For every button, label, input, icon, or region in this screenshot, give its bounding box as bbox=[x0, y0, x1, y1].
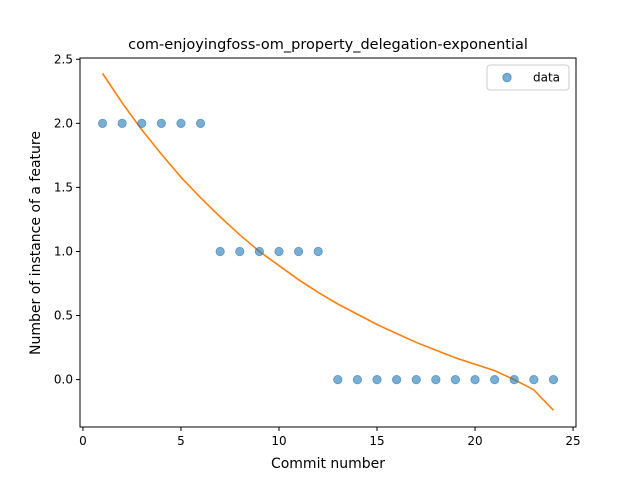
x-axis: 0 5 10 15 20 25 bbox=[79, 427, 581, 448]
x-axis-label: Commit number bbox=[271, 456, 385, 472]
data-point bbox=[509, 374, 519, 385]
y-tick-label: 0.0 bbox=[54, 373, 73, 387]
data-point bbox=[333, 374, 343, 385]
legend-marker bbox=[502, 72, 512, 83]
data-point bbox=[313, 246, 323, 257]
data-point bbox=[548, 374, 559, 385]
data-point bbox=[97, 118, 108, 128]
data-point bbox=[431, 374, 441, 385]
y-axis-label: Number of instance of a feature bbox=[28, 131, 44, 355]
data-point bbox=[176, 118, 186, 128]
data-point bbox=[490, 374, 500, 385]
plot-frame bbox=[79, 57, 577, 428]
data-point bbox=[274, 246, 284, 257]
data-point bbox=[450, 374, 461, 385]
data-point bbox=[254, 246, 264, 257]
data-point bbox=[293, 246, 304, 257]
y-tick-label: 2.0 bbox=[54, 116, 73, 130]
data-point bbox=[529, 374, 539, 385]
y-tick-label: 2.5 bbox=[54, 52, 73, 66]
data-point bbox=[215, 246, 225, 257]
x-tick-label: 5 bbox=[177, 434, 185, 448]
y-axis: 0.0 0.5 1.0 1.5 2.0 2.5 bbox=[54, 52, 80, 387]
y-tick-label: 0.5 bbox=[54, 309, 73, 323]
plot-area bbox=[97, 72, 559, 411]
x-tick-label: 0 bbox=[79, 434, 87, 448]
legend: data bbox=[486, 64, 570, 91]
y-tick-label: 1.5 bbox=[54, 180, 73, 194]
x-tick-label: 10 bbox=[271, 434, 286, 448]
data-point bbox=[372, 374, 382, 385]
chart-title: com-enjoyingfoss-om_property_delegation-… bbox=[128, 37, 528, 53]
data-point bbox=[137, 118, 147, 128]
data-point bbox=[411, 374, 421, 385]
data-point bbox=[392, 374, 402, 385]
legend-label: data bbox=[533, 71, 560, 85]
data-point bbox=[352, 374, 363, 385]
x-tick-label: 20 bbox=[467, 434, 482, 448]
y-tick-label: 1.0 bbox=[54, 244, 73, 258]
legend-box bbox=[486, 64, 570, 91]
data-point bbox=[156, 118, 166, 128]
data-point bbox=[470, 374, 480, 385]
fit-line bbox=[101, 72, 555, 411]
x-tick-label: 15 bbox=[369, 434, 384, 448]
x-tick-label: 25 bbox=[565, 434, 580, 448]
data-point bbox=[195, 118, 206, 128]
data-point bbox=[235, 246, 245, 257]
data-point bbox=[117, 118, 127, 128]
